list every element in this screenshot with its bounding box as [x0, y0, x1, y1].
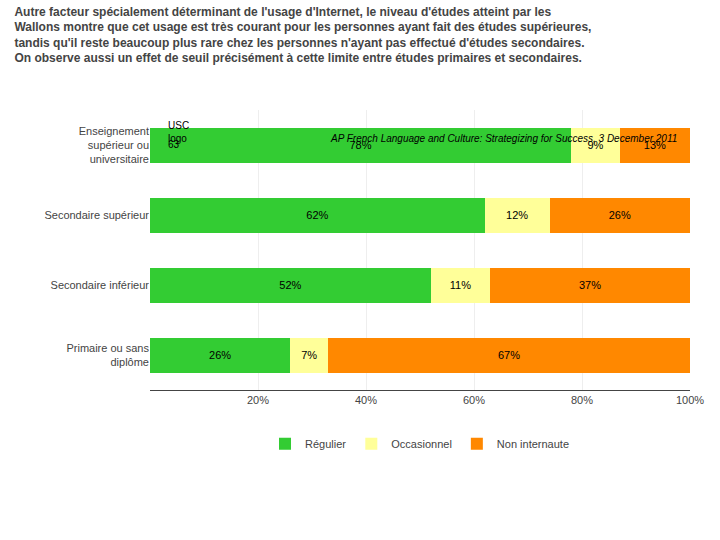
svg-text:Secondaire inférieur: Secondaire inférieur [51, 279, 150, 291]
svg-text:26%: 26% [209, 349, 231, 361]
svg-text:63: 63 [168, 139, 180, 150]
svg-text:Enseignementsupérieur ouuniver: Enseignementsupérieur ouuniversitaire [79, 125, 149, 166]
svg-text:Primaire ou sansdiplôme: Primaire ou sansdiplôme [66, 342, 149, 368]
svg-text:7%: 7% [301, 349, 317, 361]
svg-text:13%: 13% [644, 139, 666, 151]
svg-text:20%: 20% [247, 394, 269, 406]
svg-text:Autre facteur spécialement dét: Autre facteur spécialement déterminant d… [14, 5, 591, 66]
svg-text:67%: 67% [498, 349, 520, 361]
svg-text:100%: 100% [676, 394, 704, 406]
svg-text:26%: 26% [609, 209, 631, 221]
svg-text:Occasionnel: Occasionnel [391, 438, 452, 450]
svg-text:USClogo: USClogo [168, 120, 189, 144]
svg-text:11%: 11% [450, 279, 471, 291]
svg-text:AP French Language and Culture: AP French Language and Culture: Strategi… [330, 133, 677, 144]
svg-text:80%: 80% [571, 394, 593, 406]
svg-text:Secondaire supérieur: Secondaire supérieur [44, 209, 149, 221]
svg-text:62%: 62% [306, 209, 328, 221]
svg-text:9%: 9% [587, 139, 603, 151]
svg-text:52%: 52% [279, 279, 301, 291]
svg-text:Régulier: Régulier [305, 438, 346, 450]
svg-text:12%: 12% [506, 209, 528, 221]
svg-text:40%: 40% [355, 394, 377, 406]
svg-text:Non internaute: Non internaute [497, 438, 569, 450]
svg-text:60%: 60% [463, 394, 485, 406]
svg-text:78%: 78% [349, 139, 371, 151]
svg-text:37%: 37% [579, 279, 601, 291]
